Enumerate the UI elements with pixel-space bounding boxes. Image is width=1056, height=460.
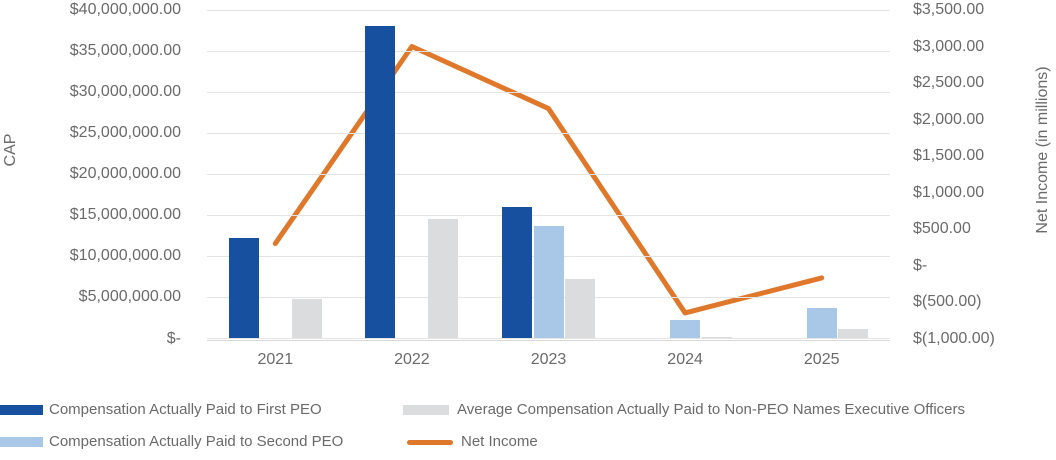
x-axis-line [207,340,890,341]
right-axis-tick-label: $3,500.00 [913,1,985,18]
left-axis-tick-label: $- [166,329,181,347]
right-axis-tick-label: $(500.00) [913,293,982,310]
gridline [207,91,890,93]
bar-second-peo-2023 [533,225,564,339]
gridline [207,9,890,11]
legend-row-1: Compensation Actually Paid to First PEO … [0,400,1056,420]
left-axis-tick-label: $5,000,000.00 [78,288,181,306]
net-income-line-swatch-icon [407,440,453,445]
bar-non-peo-average-2025 [838,329,869,339]
gridline [207,173,890,175]
legend-item-second-peo: Compensation Actually Paid to Second PEO [0,432,400,452]
first-peo-swatch-icon [0,405,43,415]
legend-label-non-peo-average: Average Compensation Actually Paid to No… [457,401,966,418]
bar-non-peo-average-2021 [291,299,322,339]
right-axis-tick-label: $(1,000.00) [913,329,995,347]
bar-non-peo-average-2022 [428,219,459,339]
legend-row-2: Compensation Actually Paid to Second PEO… [0,432,1056,452]
x-axis-label: 2025 [803,351,840,368]
x-axis-label: 2024 [667,351,703,368]
x-axis-label: 2022 [394,351,430,368]
right-axis-tick-label: $- [913,256,928,274]
gridline [207,338,890,339]
legend-label-net-income: Net Income [461,433,538,450]
second-peo-swatch-icon [0,437,43,447]
right-axis-tick-label: $2,000.00 [913,110,985,128]
right-axis-tick-label: $500.00 [913,220,971,237]
bar-second-peo-2024 [670,319,701,339]
left-axis-tick-label: $20,000,000.00 [69,165,181,183]
bar-second-peo-2025 [806,308,837,339]
left-axis-tick-label: $25,000,000.00 [69,124,181,142]
left-axis-tick-label: $10,000,000.00 [69,247,181,265]
legend-item-non-peo-average: Average Compensation Actually Paid to No… [403,400,1056,420]
bar-first-peo-2022 [365,26,396,339]
legend-label-second-peo: Compensation Actually Paid to Second PEO [49,433,344,450]
right-axis-tick-label: $1,500.00 [913,147,985,164]
gridline [207,214,890,216]
legend-label-first-peo: Compensation Actually Paid to First PEO [49,401,322,418]
gridline [207,50,890,52]
bar-first-peo-2023 [502,207,532,339]
legend-item-first-peo: Compensation Actually Paid to First PEO [0,400,400,420]
right-axis-title: Net Income (in millions) [1034,66,1051,234]
bar-non-peo-average-2023 [565,279,595,339]
x-axis-label: 2023 [530,351,567,368]
left-axis-tick-label: $15,000,000.00 [69,206,181,224]
bar-non-peo-average-2024 [701,336,732,339]
x-axis-label: 2021 [257,351,294,368]
right-axis-tick-label: $2,500.00 [913,74,985,91]
right-axis-tick-label: $1,000.00 [913,183,985,201]
left-axis-tick-label: $35,000,000.00 [69,42,181,60]
right-axis-tick-label: $3,000.00 [913,37,985,55]
left-axis-tick-label: $30,000,000.00 [69,83,181,101]
bar-first-peo-2021 [228,238,259,339]
legend-item-net-income: Net Income [407,432,707,452]
non-peo-average-swatch-icon [403,405,449,415]
left-axis-tick-label: $40,000,000.00 [69,1,181,18]
gridline [207,132,890,134]
